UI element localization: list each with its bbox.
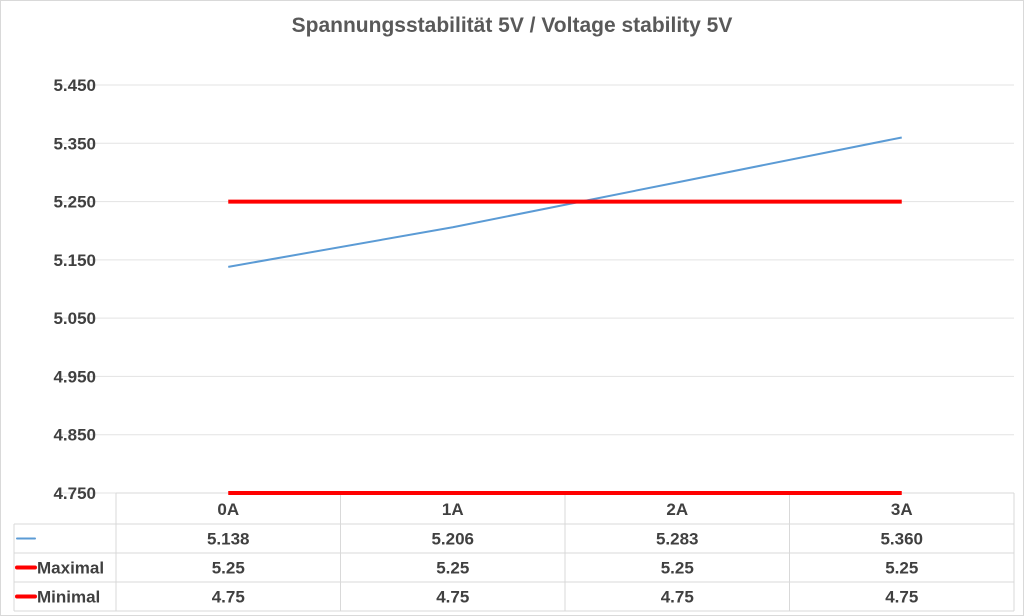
y-tick-label: 4.850 xyxy=(53,426,96,445)
data-cell: 5.283 xyxy=(656,530,699,549)
data-cell: 5.25 xyxy=(661,559,694,578)
y-tick-label: 4.750 xyxy=(53,484,96,503)
data-cell: 5.25 xyxy=(212,559,245,578)
y-tick-label: 5.150 xyxy=(53,251,96,270)
gridlines xyxy=(60,84,1014,494)
data-cell: 5.206 xyxy=(431,530,474,549)
x-category-label: 2A xyxy=(666,500,688,519)
series-line-voltage xyxy=(228,136,902,268)
y-tick-label: 5.450 xyxy=(53,76,96,95)
data-cell: 5.25 xyxy=(436,559,469,578)
x-category-label: 3A xyxy=(891,500,913,519)
data-cell: 5.138 xyxy=(207,530,250,549)
data-cell: 4.75 xyxy=(885,588,918,607)
data-table: 0A 1A 2A 3A 5.138 5.206 5.283 5.360 Maximal 5.25 5… xyxy=(13,492,1015,612)
data-cell: 5.360 xyxy=(880,530,923,549)
data-cell: 4.75 xyxy=(661,588,694,607)
legend-label: Minimal xyxy=(37,588,100,607)
data-cell: 4.75 xyxy=(212,588,245,607)
x-category-label: 1A xyxy=(442,500,464,519)
y-tick-label: 5.350 xyxy=(53,134,96,153)
y-axis-ticks: 5.450 5.350 5.250 5.150 5.050 4.950 4.850 4.750 xyxy=(53,76,96,503)
data-cell: 5.25 xyxy=(885,559,918,578)
y-tick-label: 5.050 xyxy=(53,309,96,328)
y-tick-label: 4.950 xyxy=(53,367,96,386)
legend-label: Maximal xyxy=(37,559,104,578)
series-lines xyxy=(228,136,902,495)
y-tick-label: 5.250 xyxy=(53,193,96,212)
x-category-label: 0A xyxy=(217,500,239,519)
data-cell: 4.75 xyxy=(436,588,469,607)
chart-title: Spannungsstabilität 5V / Voltage stabili… xyxy=(292,14,733,37)
